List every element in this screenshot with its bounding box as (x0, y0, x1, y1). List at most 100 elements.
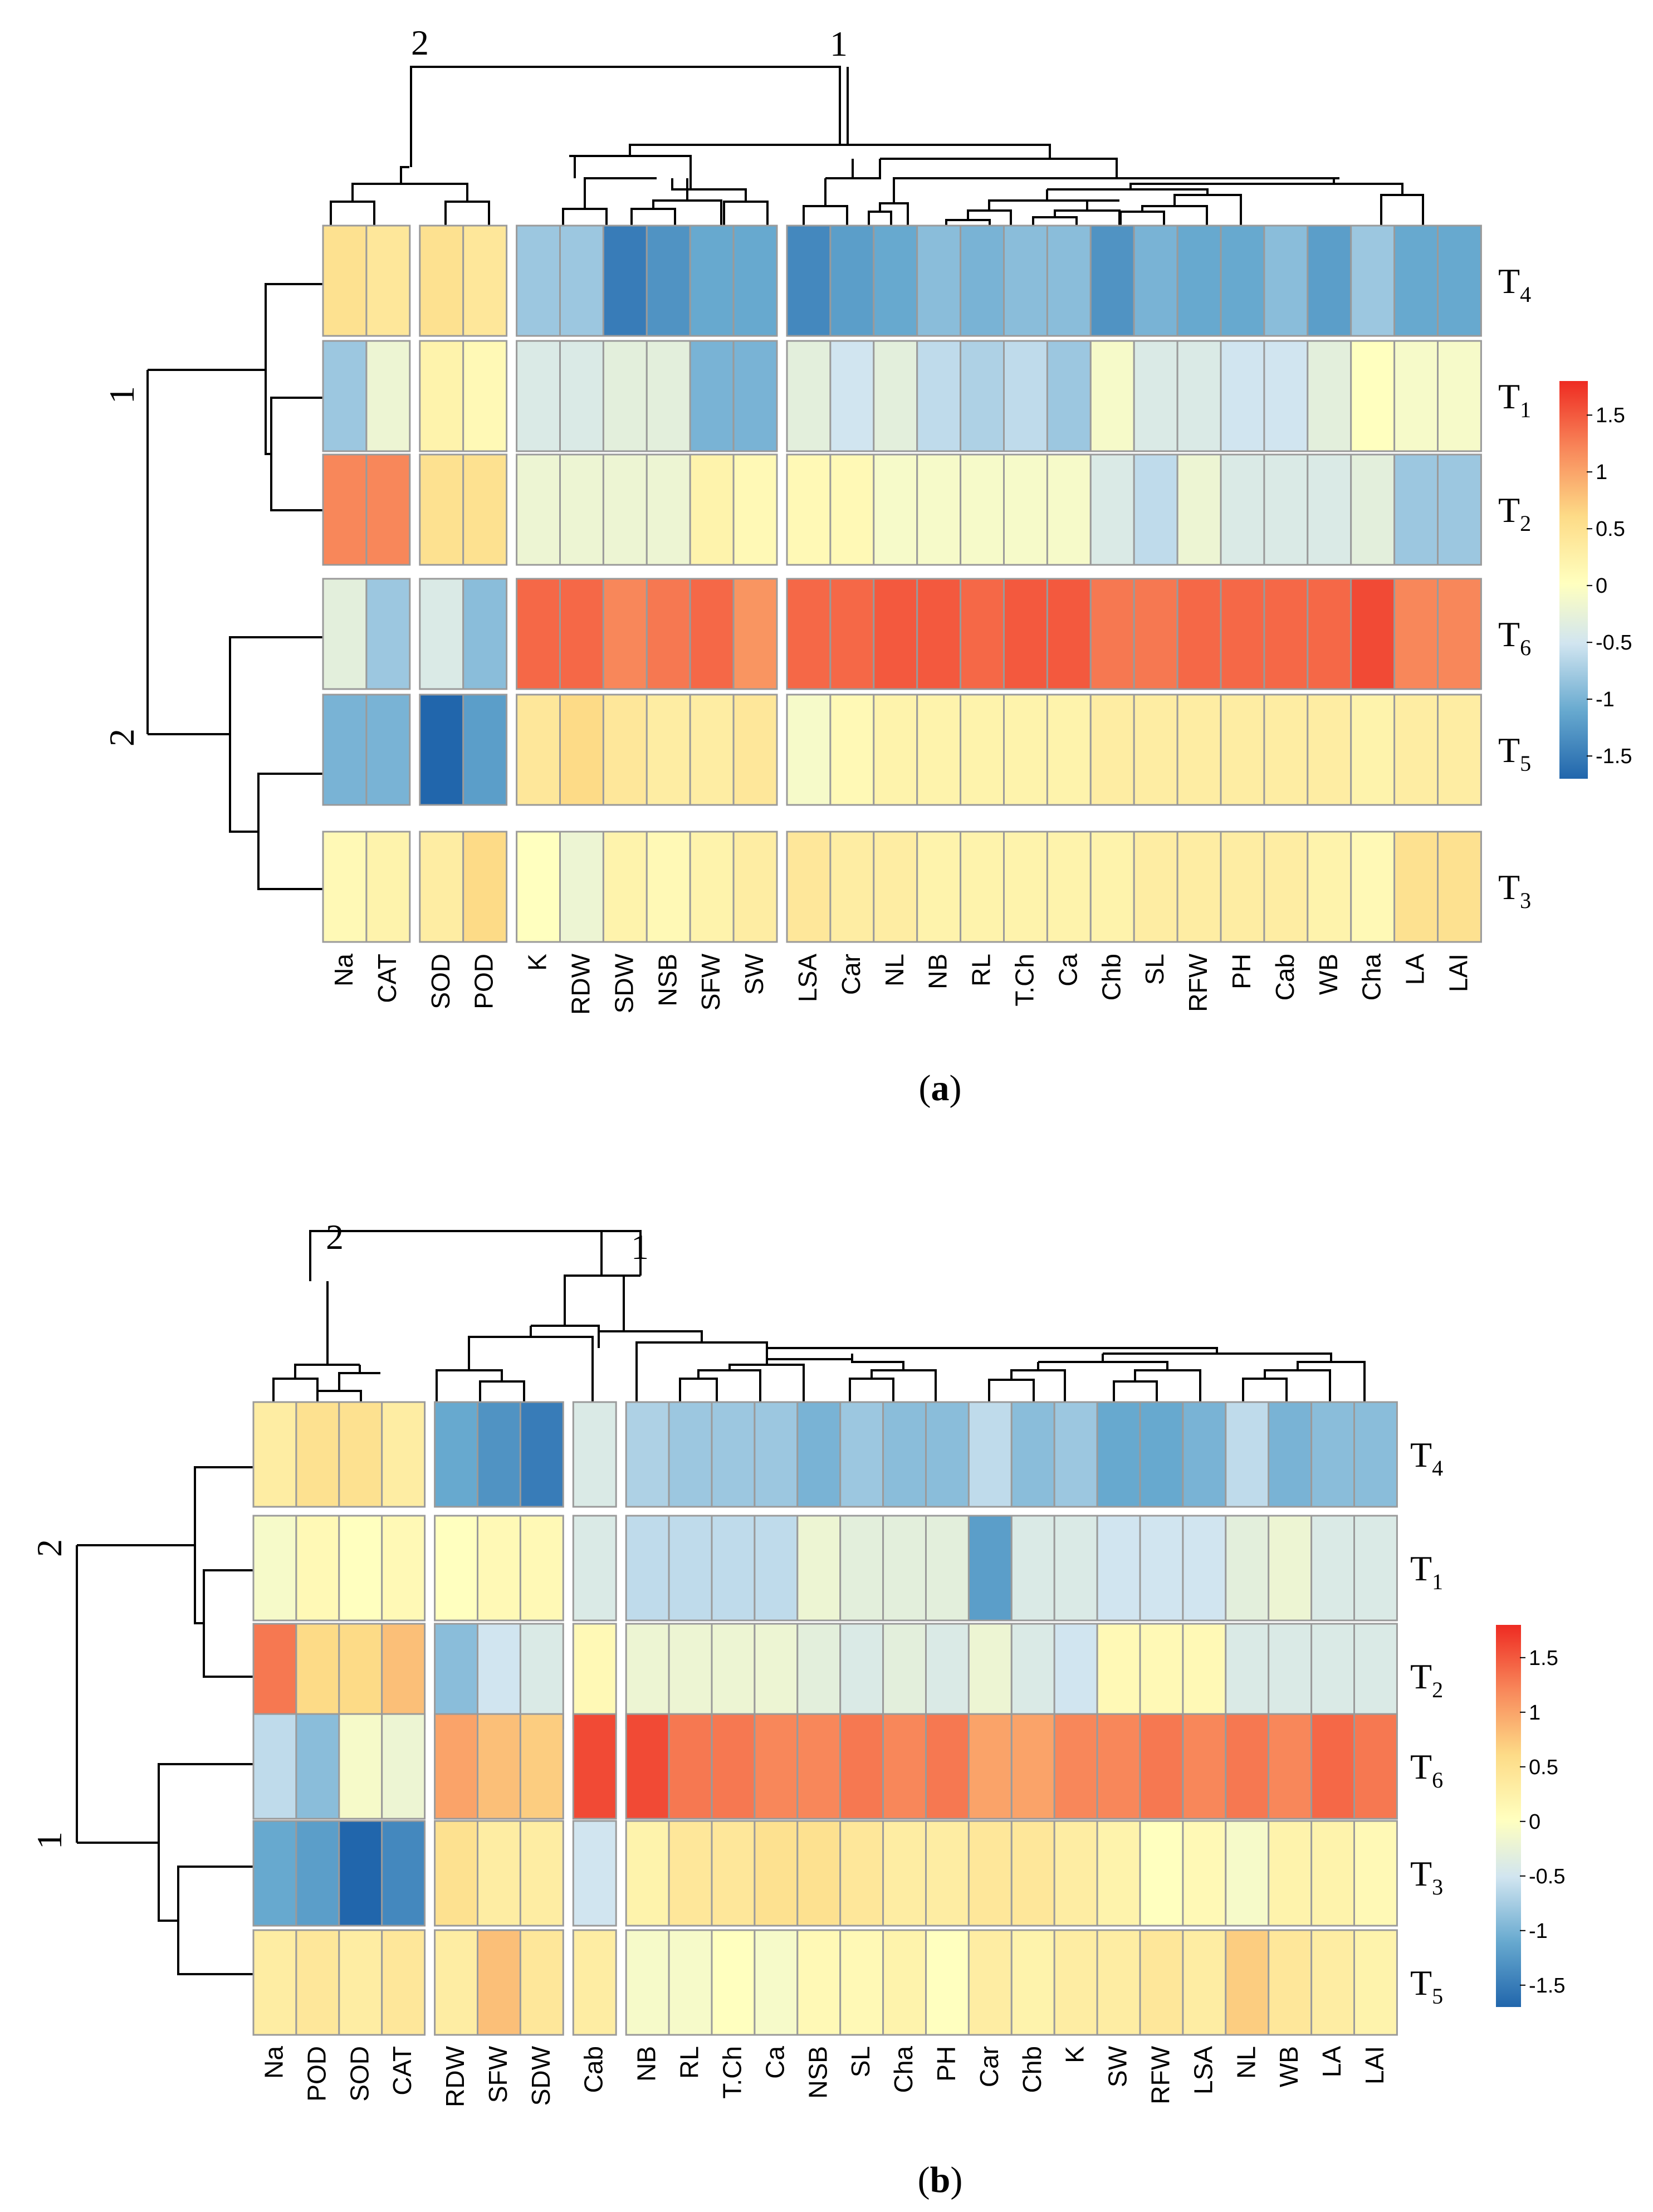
row-label-name: T (1498, 261, 1520, 301)
heatmap-cell (322, 340, 368, 452)
row-label-name: T (1410, 1435, 1432, 1474)
row-cluster-label-b-1: 1 (30, 1832, 69, 1849)
legend-tick-label: -1.5 (1529, 1974, 1565, 1998)
heatmap-cell (882, 1929, 927, 2036)
heatmap-cell (786, 453, 832, 566)
heatmap-cell (1350, 578, 1396, 690)
heatmap-cell (1310, 1401, 1356, 1508)
heatmap-cell (882, 1713, 927, 1820)
heatmap-cell (1003, 224, 1048, 337)
heatmap-cell (1307, 831, 1352, 943)
column-dendrogram-b (272, 1230, 1366, 1402)
column-label: POD (470, 954, 498, 1009)
heatmap-cell (668, 1515, 713, 1622)
heatmap-cell (1353, 1401, 1398, 1508)
heatmap-cell (925, 1515, 970, 1622)
heatmap-cell (925, 1623, 970, 1730)
heatmap-cell (381, 1929, 426, 2036)
heatmap-cell (754, 1401, 799, 1508)
heatmap-cell (1307, 453, 1352, 566)
heatmap-cell (381, 1820, 426, 1927)
heatmap-cell (1003, 340, 1048, 452)
heatmap-cell (786, 831, 832, 943)
column-label: LA (1317, 2046, 1346, 2078)
column-label: CAT (388, 2046, 417, 2096)
heatmap-cell (1268, 1623, 1313, 1730)
heatmap-cell (322, 224, 368, 337)
row-label-sub: 3 (1432, 1874, 1443, 1900)
column-label: RDW (566, 953, 595, 1014)
heatmap-cell (1263, 578, 1309, 690)
heatmap-cell (434, 1401, 478, 1508)
heatmap-cell (1053, 1929, 1098, 2036)
heatmap-cell (1089, 694, 1135, 806)
column-label: RL (675, 2046, 704, 2079)
heatmap-cell (1089, 831, 1135, 943)
heatmap-cell (960, 831, 1005, 943)
heatmap-cell (1010, 1929, 1055, 2036)
col-cluster-label-a-1: 1 (830, 24, 848, 64)
column-label: Car (975, 2046, 1004, 2087)
heatmap-cell (365, 340, 411, 452)
heatmap-cell (1096, 1820, 1141, 1927)
heatmap-cell (668, 1713, 713, 1820)
column-label: PH (932, 2046, 961, 2082)
heatmap-cell (559, 831, 604, 943)
row-label-name: T (1498, 490, 1520, 530)
row-label-sub: 6 (1432, 1767, 1443, 1793)
heatmap-cell (1310, 1623, 1356, 1730)
heatmap-cell (602, 694, 648, 806)
heatmap-cell (516, 224, 561, 337)
heatmap-cell (252, 1401, 297, 1508)
heatmap-cell (462, 340, 508, 452)
row-label: T4 (1410, 1435, 1443, 1481)
heatmap-cell (1176, 831, 1222, 943)
heatmap-cell (1139, 1623, 1184, 1730)
heatmap-cell (796, 1929, 842, 2036)
heatmap-cell (829, 224, 875, 337)
column-label: Cab (579, 2046, 608, 2093)
row-label-name: T (1410, 1657, 1432, 1696)
heatmap-cell (873, 453, 918, 566)
heatmap-cell (1310, 1820, 1356, 1927)
heatmap-cell (572, 1713, 617, 1820)
heatmap-cell (668, 1623, 713, 1730)
heatmap-cell (1182, 1820, 1227, 1927)
row-label-name: T (1498, 730, 1520, 770)
heatmap-cell (689, 578, 735, 690)
heatmap-cell (1046, 694, 1092, 806)
heatmap-cell (338, 1713, 383, 1820)
col-cluster-label-a-2: 2 (411, 23, 429, 62)
column-label: PH (1227, 954, 1256, 989)
heatmap-cell (882, 1820, 927, 1927)
heatmap-cell (572, 1401, 617, 1508)
heatmap-cell (516, 453, 561, 566)
row-label-sub: 4 (1432, 1456, 1443, 1481)
heatmap-cell (839, 1401, 884, 1508)
heatmap-cell (1046, 831, 1092, 943)
heatmap-cell (365, 453, 411, 566)
heatmap-cell (1053, 1515, 1098, 1622)
legend-tick-label: 0.5 (1529, 1756, 1558, 1779)
legend-tick-label: -0.5 (1529, 1865, 1565, 1888)
heatmap-cell (1307, 224, 1352, 337)
col-cluster-label-b-1: 1 (631, 1227, 649, 1267)
heatmap-cell (365, 694, 411, 806)
heatmap-cell (882, 1515, 927, 1622)
heatmap-cell (732, 578, 778, 690)
heatmap-cell (462, 453, 508, 566)
row-label-sub: 1 (1432, 1569, 1443, 1594)
column-label: Ca (1053, 954, 1082, 987)
heatmap-cell (1010, 1515, 1055, 1622)
heatmap-cell (1353, 1820, 1398, 1927)
heatmap-cell (1003, 694, 1048, 806)
heatmap-cell (711, 1515, 756, 1622)
heatmap-cell (1263, 694, 1309, 806)
heatmap-cell (786, 340, 832, 452)
column-label: Ca (760, 2046, 789, 2079)
heatmap-cell (796, 1401, 842, 1508)
heatmap-cell (960, 578, 1005, 690)
heatmap-cell (322, 831, 368, 943)
heatmap-cell (873, 694, 918, 806)
heatmap-cell (419, 453, 464, 566)
